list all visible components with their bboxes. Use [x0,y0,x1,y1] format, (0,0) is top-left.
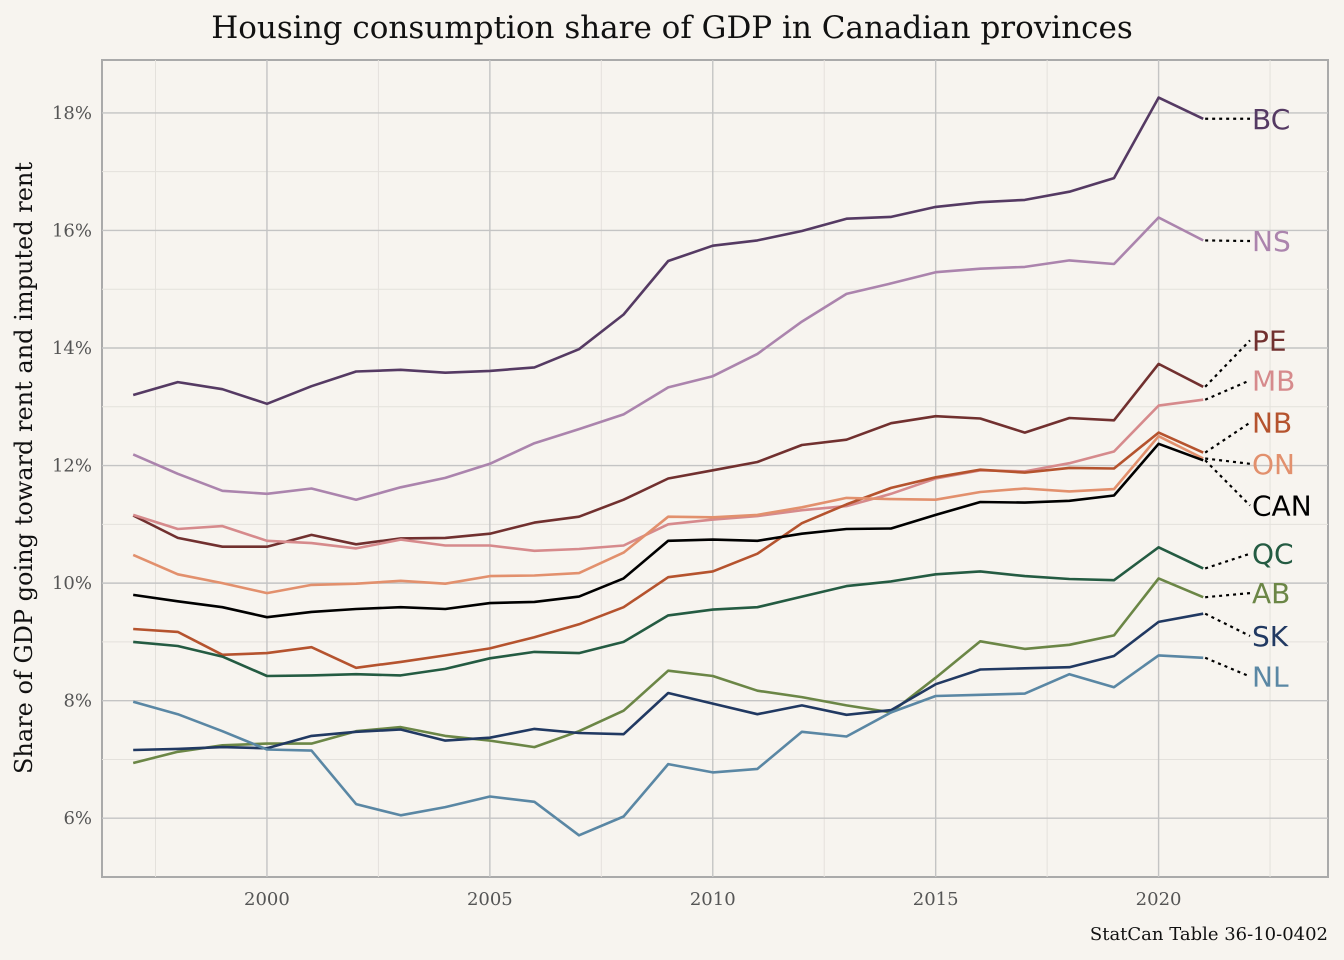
y-tick-label: 16% [52,220,92,241]
y-tick-label: 18% [52,103,92,124]
series-label-pe: PE [1252,324,1287,357]
y-tick-label: 6% [63,808,92,829]
x-tick-label: 2015 [913,889,959,910]
caption: StatCan Table 36-10-0402 [1090,924,1328,945]
series-label-ns: NS [1252,225,1291,258]
series-label-on: ON [1252,448,1295,481]
connector-mb [1204,379,1251,401]
series-label-can: CAN [1252,490,1312,523]
x-tick-label: 2000 [244,889,290,910]
series-line-bc [132,96,1204,406]
connector-on [1205,457,1251,465]
connector-nl [1204,656,1251,678]
connector-ab [1205,592,1251,599]
plot-panel [101,59,1329,878]
y-tick-label: 10% [52,573,92,594]
plot-area [101,59,1329,878]
chart-title: Housing consumption share of GDP in Cana… [211,10,1133,46]
series-label-ab: AB [1252,577,1290,610]
x-axis: 2000 2005 2010 2015 2020 [244,889,1181,910]
connector-ns [1205,239,1251,243]
series-label-sk: SK [1252,620,1289,653]
connector-sk [1204,612,1251,637]
end-labels: BC NS PE MB NB ON CAN QC AB SK NL [1204,103,1312,694]
series-line-ab [132,577,1204,765]
connector-qc [1204,552,1251,570]
x-tick-label: 2005 [467,889,513,910]
series-label-bc: BC [1252,103,1290,136]
series-line-on [132,434,1204,595]
series-line-pe [132,362,1204,549]
connector-nb [1204,421,1251,454]
series-lines [132,96,1204,837]
y-tick-label: 8% [63,691,92,712]
series-line-sk [133,612,1204,752]
series-label-mb: MB [1252,364,1295,397]
series-line-ns [132,216,1204,502]
y-tick-label: 14% [52,338,92,359]
series-label-nl: NL [1252,661,1289,694]
series-line-can [133,442,1204,619]
y-axis-label: Share of GDP going toward rent and imput… [10,162,38,774]
x-tick-label: 2020 [1136,889,1182,910]
series-label-nb: NB [1252,407,1292,440]
series-line-qc [133,545,1204,678]
series-line-nb [133,431,1204,670]
series-line-nl [132,654,1204,837]
series-label-qc: QC [1252,538,1294,571]
x-tick-label: 2010 [690,889,736,910]
y-tick-label: 12% [52,456,92,477]
y-axis: 6% 8% 10% 12% 14% 16% 18% [52,103,92,829]
